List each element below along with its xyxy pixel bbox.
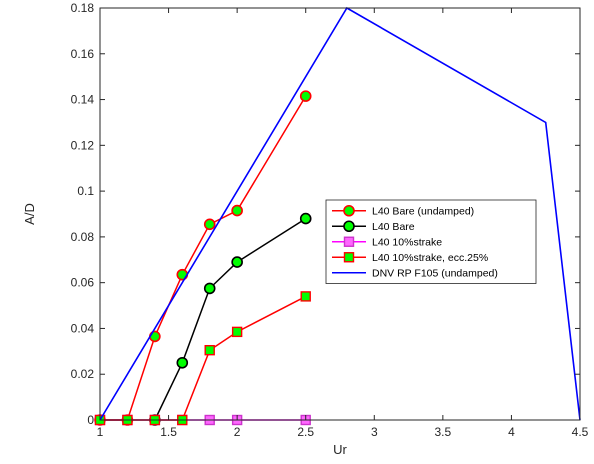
x-tick-label: 1.5 xyxy=(160,425,177,439)
y-tick-label: 0.14 xyxy=(71,93,95,107)
legend-label: L40 Bare xyxy=(372,221,415,233)
x-tick-label: 3.5 xyxy=(435,425,452,439)
x-tick-label: 1 xyxy=(97,425,104,439)
data-point xyxy=(203,282,216,295)
y-tick-label: 0.02 xyxy=(71,367,95,381)
series-3 xyxy=(94,291,311,426)
x-tick-label: 4 xyxy=(508,425,515,439)
y-tick-label: 0.16 xyxy=(71,47,95,61)
y-tick-label: 0.08 xyxy=(71,230,95,244)
legend-marker-sample xyxy=(343,252,355,263)
data-point xyxy=(203,218,216,231)
y-tick-label: 0.12 xyxy=(71,138,95,152)
series-line xyxy=(100,295,307,421)
legend-label: L40 10%strake xyxy=(372,237,442,249)
data-point xyxy=(231,256,243,268)
legend-label: L40 10%strake, ecc.25% xyxy=(372,252,488,264)
x-ticks: 1 1.5 2 2.5 3 3.5 4 4.5 xyxy=(97,8,589,439)
legend-entry: DNV RP F105 (undamped) xyxy=(332,268,498,280)
y-tick-label: 0.04 xyxy=(71,321,95,335)
series-1 xyxy=(149,212,312,426)
legend-entry: L40 10%strake, ecc.25% xyxy=(332,252,488,264)
series-line xyxy=(99,6,581,421)
data-point xyxy=(204,344,215,356)
y-tick-label: 0 xyxy=(87,413,94,427)
series-4 xyxy=(99,6,581,421)
legend-entry: L40 Bare (undamped) xyxy=(332,204,474,218)
y-tick-label: 0.06 xyxy=(71,276,95,290)
y-axis-label: A/D xyxy=(22,203,37,225)
data-point xyxy=(299,90,312,102)
axes-box xyxy=(99,7,581,421)
y-tick-label: 0.18 xyxy=(71,1,95,15)
series-line xyxy=(154,217,307,421)
legend-label: L40 Bare (undamped) xyxy=(372,206,474,218)
legend-marker-sample xyxy=(343,220,355,233)
x-tick-label: 3 xyxy=(371,425,378,439)
data-point xyxy=(300,291,311,302)
y-tick-label: 0.1 xyxy=(77,184,94,198)
legend-marker-sample xyxy=(343,236,355,247)
x-tick-label: 2.5 xyxy=(297,425,314,439)
data-point xyxy=(299,212,312,225)
x-tick-label: 2 xyxy=(234,425,241,439)
x-axis-label: Ur xyxy=(333,442,347,457)
series-line xyxy=(100,95,307,421)
data-point xyxy=(176,356,189,369)
data-point xyxy=(231,326,243,338)
legend-entry: L40 Bare xyxy=(332,220,415,233)
y-ticks: 0 0.02 0.04 0.06 0.08 0.1 0.12 0.14 0.16 0.18 xyxy=(71,1,580,427)
data-point xyxy=(231,204,243,217)
x-tick-label: 4.5 xyxy=(572,425,589,439)
legend-marker-sample xyxy=(343,204,355,217)
legend-label: DNV RP F105 (undamped) xyxy=(372,268,498,280)
legend: L40 Bare (undamped) L40 Bare L40 10%strake… xyxy=(325,199,537,284)
axes-layer xyxy=(99,7,581,421)
legend-entry: L40 10%strake xyxy=(332,236,442,249)
